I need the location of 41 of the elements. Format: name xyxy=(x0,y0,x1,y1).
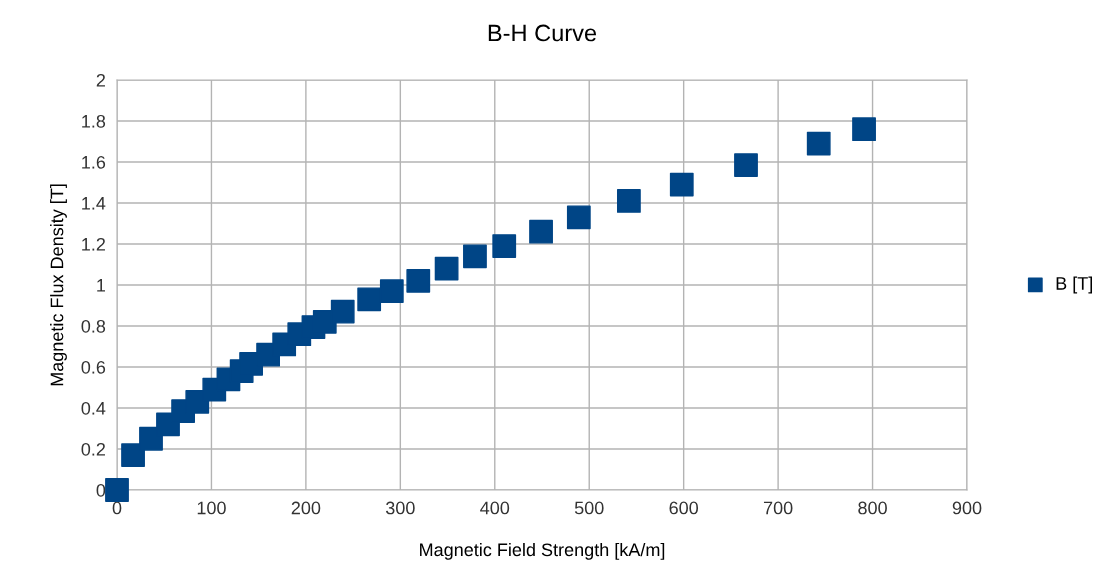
x-tick-label: 0 xyxy=(112,501,122,515)
y-tick-label: 1.8 xyxy=(82,114,106,128)
point xyxy=(330,299,355,324)
point xyxy=(105,478,129,502)
y-tick-label: 2 xyxy=(96,73,105,87)
x-tick-label: 900 xyxy=(952,501,982,515)
y-tick-label: 0.2 xyxy=(81,442,105,456)
point xyxy=(734,153,758,177)
point xyxy=(529,219,553,244)
point xyxy=(806,131,831,156)
x-tick-label: 200 xyxy=(291,501,321,515)
point xyxy=(121,443,145,468)
legend-label: B [T] xyxy=(1056,276,1092,294)
y-tick-label: 1 xyxy=(97,279,106,292)
y-axis-title: Magnetic Flux Density [T] xyxy=(50,184,67,386)
point xyxy=(463,244,487,269)
point xyxy=(566,205,591,230)
y-tick-label: 0.4 xyxy=(81,401,106,415)
x-tick-label: 400 xyxy=(480,501,510,515)
y-tick-label: 0.8 xyxy=(81,319,106,333)
point xyxy=(357,287,382,312)
point xyxy=(616,189,641,213)
x-tick-label: 300 xyxy=(385,501,415,515)
y-tick-label: 1.4 xyxy=(82,197,106,210)
y-tick-label: 1.2 xyxy=(82,237,105,251)
x-axis-title: Magnetic Field Strength [kA/m] xyxy=(420,542,665,560)
x-tick-label: 100 xyxy=(197,501,226,515)
x-tick-label: 600 xyxy=(669,501,699,515)
point xyxy=(434,256,459,281)
y-tick-label: 0 xyxy=(96,483,106,497)
y-tick-label: 0.6 xyxy=(81,360,106,374)
point xyxy=(406,269,431,293)
point xyxy=(492,234,517,258)
point xyxy=(379,279,404,304)
point xyxy=(669,172,694,197)
chart-title: B-H Curve xyxy=(488,24,597,42)
x-tick-label: 800 xyxy=(858,501,887,515)
x-tick-label: 500 xyxy=(574,501,604,515)
y-tick-label: 1.6 xyxy=(82,155,106,169)
point xyxy=(852,117,876,142)
x-tick-label: 700 xyxy=(763,501,793,515)
